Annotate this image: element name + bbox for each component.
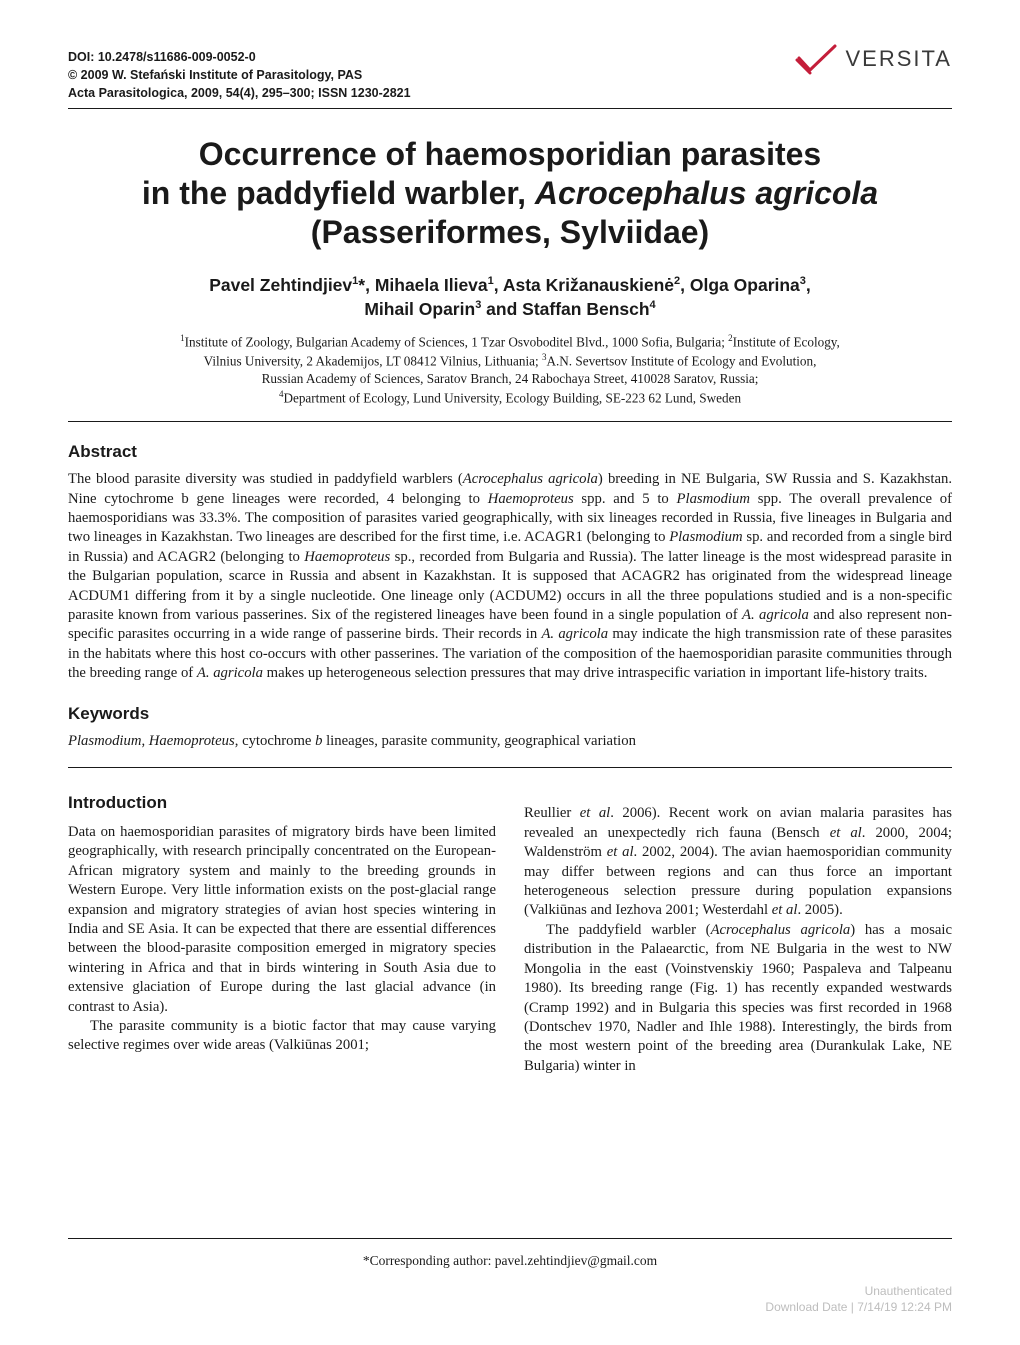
title-line3: (Passeriformes, Sylviidae): [311, 214, 709, 250]
header-rule: [68, 108, 952, 109]
title-line2a: in the paddyfield warbler,: [142, 175, 535, 211]
keywords-body: Plasmodium, Haemoproteus, cytochrome b l…: [68, 732, 952, 752]
paper-title: Occurrence of haemosporidian parasites i…: [68, 135, 952, 252]
title-line1: Occurrence of haemosporidian parasites: [199, 136, 821, 172]
download-meta: Unauthenticated Download Date | 7/14/19 …: [68, 1283, 952, 1315]
publisher-logo: VERSITA: [795, 42, 952, 76]
title-block: Occurrence of haemosporidian parasites i…: [68, 135, 952, 252]
journal-line: Acta Parasitologica, 2009, 54(4), 295–30…: [68, 84, 411, 102]
doi-line: DOI: 10.2478/s11686-009-0052-0: [68, 48, 411, 66]
abstract-heading: Abstract: [68, 442, 952, 462]
authors: Pavel Zehtindjiev1*, Mihaela Ilieva1, As…: [68, 274, 952, 321]
intro-right-body: Reullier et al. 2006). Recent work on av…: [524, 804, 952, 1076]
journal-meta: DOI: 10.2478/s11686-009-0052-0 © 2009 W.…: [68, 48, 411, 102]
keywords-heading: Keywords: [68, 704, 952, 724]
introduction-heading: Introduction: [68, 792, 496, 814]
dl-line1: Unauthenticated: [68, 1283, 952, 1299]
title-line2-ital: Acrocephalus agricola: [535, 175, 878, 211]
dl-line2: Download Date | 7/14/19 12:24 PM: [68, 1299, 952, 1315]
abstract-body: The blood parasite diversity was studied…: [68, 470, 952, 683]
intro-left-body: Data on haemosporidian parasites of migr…: [68, 823, 496, 1056]
header-row: DOI: 10.2478/s11686-009-0052-0 © 2009 W.…: [68, 48, 952, 102]
affiliations-rule: [68, 421, 952, 422]
corresponding-author: *Corresponding author: pavel.zehtindjiev…: [68, 1253, 952, 1269]
versita-check-icon: [795, 42, 839, 76]
intro-right-column: Reullier et al. 2006). Recent work on av…: [524, 772, 952, 1076]
intro-left-column: Introduction Data on haemosporidian para…: [68, 772, 496, 1076]
copyright-line: © 2009 W. Stefański Institute of Parasit…: [68, 66, 411, 84]
keywords-rule: [68, 767, 952, 768]
publisher-logo-text: VERSITA: [845, 46, 952, 72]
footer-rule: [68, 1238, 952, 1239]
affiliations: 1Institute of Zoology, Bulgarian Academy…: [68, 332, 952, 407]
intro-columns: Introduction Data on haemosporidian para…: [68, 772, 952, 1076]
footer: *Corresponding author: pavel.zehtindjiev…: [68, 1234, 952, 1315]
